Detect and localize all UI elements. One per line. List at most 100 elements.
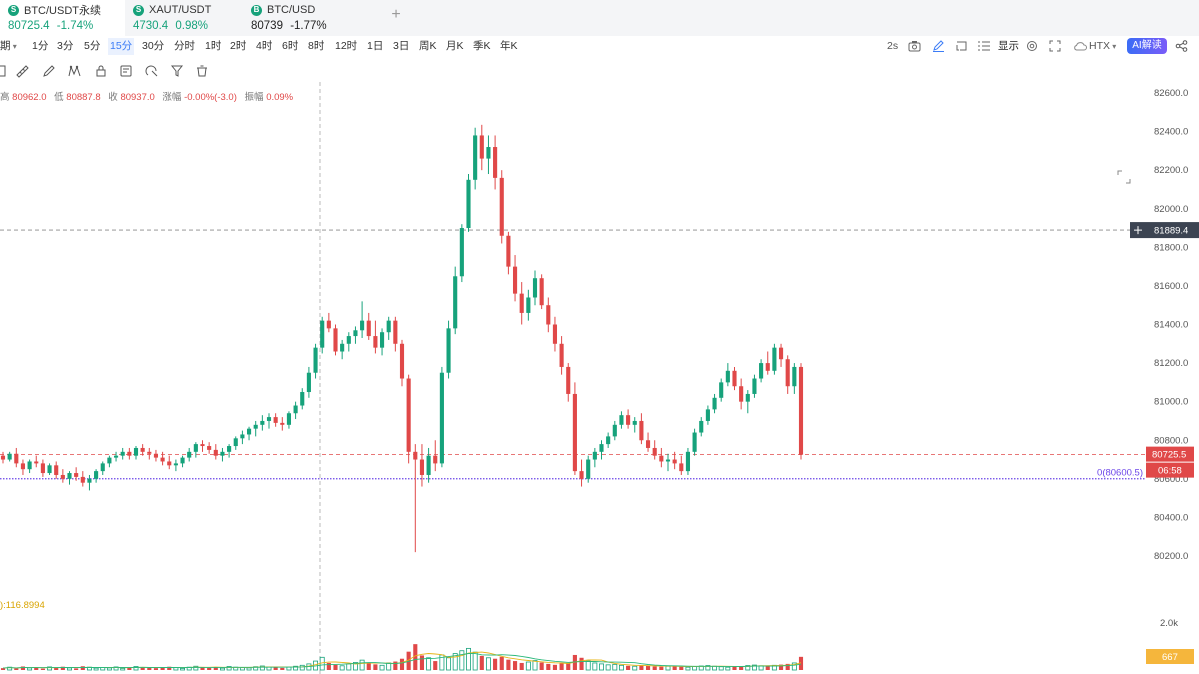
candle-body	[519, 293, 524, 313]
volume-bar	[679, 666, 684, 670]
exchange-selector[interactable]: HTX ▾	[1089, 38, 1116, 55]
volume-bar	[685, 666, 691, 671]
candle	[552, 316, 558, 352]
timeframe-3m[interactable]: 3分	[57, 40, 74, 52]
volume-bar	[493, 658, 498, 670]
candlestick-chart[interactable]: 82600.0 82400.0 82200.0 82000.0 81800.0 81600…	[0, 82, 1199, 674]
amplitude-value: 0.09%	[266, 92, 294, 103]
tab-btc-usdt-perp[interactable]: S BTC/USDT永续 80725.4 -1.74%	[0, 0, 125, 36]
volume-bar	[659, 666, 664, 670]
layout-icon[interactable]	[955, 40, 968, 57]
filter-icon[interactable]	[170, 64, 184, 78]
timeframe-year[interactable]: 年K	[500, 40, 518, 52]
timeframe-12h[interactable]: 12时	[335, 40, 358, 52]
candle-body	[7, 453, 12, 460]
box-tool-icon[interactable]	[0, 64, 8, 78]
candle-body	[765, 363, 770, 371]
candle	[20, 459, 26, 475]
volume-bar	[745, 665, 751, 671]
candle-body	[772, 347, 777, 371]
volume-bar	[566, 662, 571, 670]
timeframe-quarter[interactable]: 季K	[473, 40, 491, 52]
candle	[479, 124, 484, 171]
ruler-icon[interactable]	[15, 64, 29, 78]
timeframe-2h[interactable]: 2时	[230, 40, 247, 52]
candle-body	[333, 328, 338, 352]
tab-xaut-usdt[interactable]: S XAUT/USDT 4730.4 0.98%	[125, 0, 250, 36]
timeframe-4h[interactable]: 4时	[256, 40, 273, 52]
timeframe-week[interactable]: 周K	[419, 40, 437, 52]
price-labels: 82435.2 →81889.480725.506:580(80600.5)66…	[1097, 222, 1199, 664]
volume-bar	[27, 667, 33, 671]
timeframe-3d[interactable]: 3日	[393, 40, 410, 52]
countdown-bg	[1146, 462, 1194, 478]
fullscreen-icon[interactable]	[1049, 40, 1061, 57]
candle	[27, 459, 32, 474]
camera-icon[interactable]	[908, 40, 921, 57]
add-tab-plus-icon[interactable]: +	[391, 6, 401, 23]
candle-body	[752, 378, 757, 394]
candle-body	[725, 370, 730, 383]
volume-bar	[379, 664, 385, 671]
pencil-icon[interactable]	[932, 40, 945, 57]
note-icon[interactable]	[119, 64, 133, 78]
candle	[320, 316, 325, 354]
refresh-interval[interactable]: 2s	[887, 40, 899, 52]
timeframe-month[interactable]: 月K	[446, 40, 464, 52]
volume-bar	[579, 657, 584, 670]
volume-bar	[106, 667, 112, 671]
trash-icon[interactable]	[195, 64, 209, 78]
timeframe-8h[interactable]: 8时	[308, 40, 325, 52]
candle-body	[140, 447, 145, 452]
candle-body	[586, 459, 591, 479]
timeframe-1h[interactable]: 1时	[205, 40, 222, 52]
tab-change: -1.77%	[290, 20, 327, 32]
candle-body	[207, 446, 212, 450]
volume-bar	[273, 667, 278, 670]
candle	[353, 326, 358, 344]
candle	[406, 374, 411, 464]
timeframe-1d[interactable]: 1日	[367, 40, 384, 52]
gear-icon[interactable]	[1026, 40, 1038, 57]
candle	[606, 432, 611, 448]
indicator-list-icon[interactable]	[977, 40, 991, 57]
timeframe-5m[interactable]: 5分	[84, 40, 101, 52]
candle-body	[792, 366, 797, 387]
volume-bar	[765, 666, 770, 670]
tab-price: 4730.4	[133, 20, 169, 32]
timeframe-30m[interactable]: 30分	[142, 40, 165, 52]
brush-icon[interactable]	[145, 64, 159, 78]
candle	[459, 224, 464, 283]
candle	[672, 451, 677, 470]
candle-body	[572, 393, 577, 472]
expand-icon[interactable]	[1117, 170, 1131, 184]
volume-bar	[605, 664, 611, 671]
pencil-icon[interactable]	[42, 64, 56, 78]
lock-icon[interactable]	[94, 64, 108, 78]
volume-bar	[180, 667, 186, 671]
candle-body	[619, 415, 624, 425]
candle	[612, 420, 617, 441]
candle-body	[672, 459, 677, 464]
period-selector[interactable]: 期 ▾	[0, 38, 17, 55]
candle-body	[94, 471, 99, 479]
timeframe-1m[interactable]: 1分	[32, 40, 49, 52]
tab-price: 80725.4	[8, 20, 50, 32]
volume-bar	[167, 666, 172, 670]
candle-body	[246, 428, 252, 435]
candle	[293, 401, 298, 420]
ai-analysis-button[interactable]: AI解读	[1127, 38, 1167, 54]
candle	[413, 444, 418, 553]
tab-btc-usd[interactable]: B BTC/USD 80739 -1.77%	[243, 0, 373, 36]
volume-bar	[459, 650, 465, 671]
timeframe-15m[interactable]: 15分	[108, 38, 135, 55]
share-icon[interactable]	[1175, 40, 1188, 57]
price-axis[interactable]: 82600.0 82400.0 82200.0 82000.0 81800.0 81600…	[1154, 88, 1188, 562]
timeframe-6h[interactable]: 6时	[282, 40, 299, 52]
volume-bar	[140, 667, 145, 670]
timeframe-timeline[interactable]: 分时	[174, 40, 195, 52]
display-button[interactable]: 显示	[998, 40, 1019, 52]
pattern-icon[interactable]	[67, 64, 81, 78]
candle-body	[326, 320, 331, 329]
candle-body	[679, 463, 684, 472]
